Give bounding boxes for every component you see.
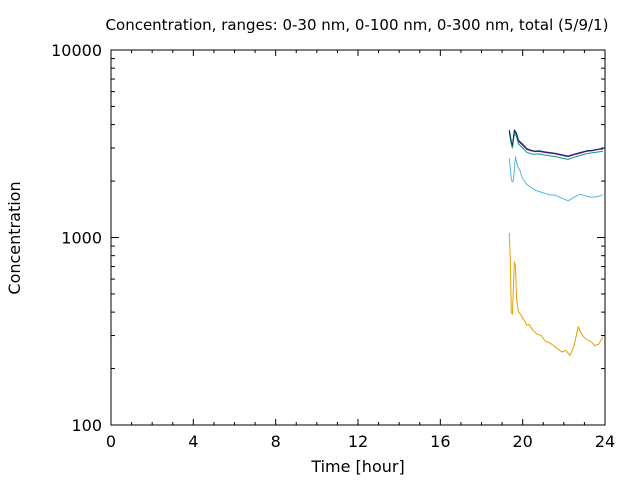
y-axis-title: Concentration: [5, 181, 24, 294]
y-tick-label: 1000: [61, 229, 102, 248]
x-tick-label: 0: [106, 432, 116, 451]
series-line-2: [508, 156, 604, 202]
series-line-4: [508, 132, 603, 160]
x-tick-label: 8: [271, 432, 281, 451]
x-tick-label: 24: [595, 432, 615, 451]
x-tick-label: 12: [348, 432, 368, 451]
x-tick-label: 4: [188, 432, 198, 451]
chart-title: Concentration, ranges: 0-30 nm, 0-100 nm…: [106, 16, 609, 34]
series-line-3: [508, 130, 603, 158]
series-line-5: [508, 129, 603, 157]
axis-ticks: 0 4 8 12 16 20 24 100 1000 10000: [51, 41, 615, 451]
series-line-1: [508, 232, 604, 356]
x-tick-label: 20: [512, 432, 532, 451]
x-axis-title: Time [hour]: [310, 457, 404, 476]
plot-frame: [110, 49, 606, 426]
series-lines: [508, 129, 604, 356]
y-tick-label: 100: [71, 416, 102, 435]
y-tick-label: 10000: [51, 41, 102, 60]
x-tick-label: 16: [430, 432, 450, 451]
